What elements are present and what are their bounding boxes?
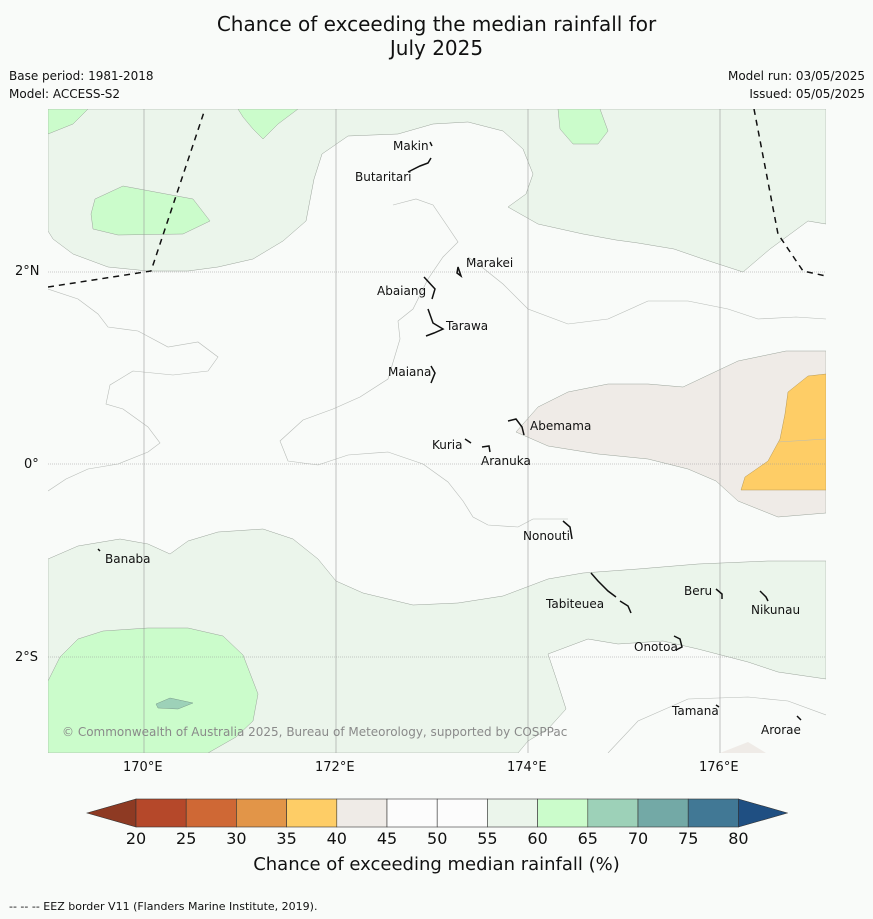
- colorbar-cell: [386, 798, 438, 828]
- base-period: Base period: 1981-2018: [9, 69, 154, 83]
- region-60-65-west: [90, 185, 211, 236]
- region-60-65-top-center: [237, 109, 299, 140]
- contour-lines: [48, 198, 826, 753]
- island-abemama: [507, 418, 525, 436]
- colorbar-cell: [487, 798, 538, 828]
- island-aranuka: [481, 445, 491, 453]
- colorbar-cell: [436, 798, 488, 828]
- colorbar-cell: [537, 798, 589, 828]
- map-panel: [48, 109, 826, 753]
- map-canvas: [48, 109, 826, 753]
- colorbar-tick-label: 50: [427, 829, 448, 848]
- colorbar-tick-label: 55: [477, 829, 498, 848]
- region-55-60-north: [48, 109, 826, 273]
- lon-label-174e: 174°E: [507, 760, 547, 775]
- island-kuria: [464, 438, 472, 444]
- colorbar-low-arrow: [86, 798, 137, 828]
- meta-right: Model run: 03/05/2025 Issued: 05/05/2025: [728, 67, 865, 103]
- island-onotoa: [673, 635, 683, 651]
- colorbar-tick-label: 65: [577, 829, 598, 848]
- island-maiana: [430, 365, 436, 384]
- islands: [97, 141, 802, 721]
- island-makin: [429, 141, 433, 147]
- place-label-makin: Makin: [393, 139, 429, 153]
- colorbar-tick-label: 25: [176, 829, 197, 848]
- title-line-2: July 2025: [389, 36, 484, 60]
- colorbar-cell: [687, 798, 739, 828]
- island-arorae: [796, 715, 802, 721]
- colorbar-cell: [135, 798, 187, 828]
- place-label-kuria: Kuria: [432, 438, 463, 452]
- place-label-butaritari: Butaritari: [355, 170, 412, 184]
- map-title: Chance of exceeding the median rainfall …: [0, 12, 873, 60]
- lat-label-0: 0°: [24, 457, 39, 472]
- lat-label-2n: 2°N: [15, 264, 40, 279]
- place-label-tamana: Tamana: [672, 704, 719, 718]
- colorbar-cell: [286, 798, 338, 828]
- eez-border: [48, 109, 826, 288]
- colorbar-tick-label: 30: [226, 829, 247, 848]
- place-label-beru: Beru: [684, 584, 713, 598]
- graticule: [48, 109, 826, 753]
- colorbar-high-arrow: [738, 798, 788, 828]
- island-tarawa: [425, 308, 445, 337]
- place-label-nikunau: Nikunau: [751, 603, 801, 617]
- region-40-45-corner: [720, 742, 766, 753]
- colorbar-cell: [336, 798, 388, 828]
- colorbar-tick-label: 45: [376, 829, 398, 848]
- island-abaiang: [423, 276, 436, 300]
- copyright-notice: © Commonwealth of Australia 2025, Bureau…: [62, 725, 568, 739]
- region-65-70: [155, 697, 194, 710]
- colorbar-tick-label: 80: [728, 829, 749, 848]
- lon-label-172e: 172°E: [315, 760, 355, 775]
- colorbar-tick-label: 70: [627, 829, 649, 848]
- place-label-abemama: Abemama: [530, 419, 592, 433]
- place-label-onotoa: Onotoa: [634, 640, 678, 654]
- place-label-maiana: Maiana: [388, 365, 432, 379]
- colorbar-cell: [637, 798, 689, 828]
- island-tabiteuea: [590, 572, 632, 614]
- island-butaritari: [407, 157, 432, 173]
- eez-footnote: -- -- -- EEZ border V11 (Flanders Marine…: [9, 900, 318, 913]
- model-run: Model run: 03/05/2025: [727, 69, 865, 83]
- place-label-abaiang: Abaiang: [377, 284, 427, 298]
- colorbar-cell: [236, 798, 287, 828]
- place-label-marakei: Marakei: [466, 256, 514, 270]
- colorbar-tick-label: 40: [326, 829, 347, 848]
- place-label-arorae: Arorae: [761, 723, 801, 737]
- model-name: Model: ACCESS-S2: [9, 87, 121, 101]
- colorbar-tick-label: 20: [125, 829, 147, 848]
- island-tamana: [715, 704, 720, 708]
- lon-label-176e: 176°E: [699, 760, 739, 775]
- place-label-aranuka: Aranuka: [481, 454, 531, 468]
- lon-label-170e: 170°E: [123, 760, 163, 775]
- island-nikunau: [759, 590, 769, 602]
- title-line-1: Chance of exceeding the median rainfall …: [216, 12, 657, 36]
- colorbar: [86, 798, 788, 828]
- region-60-65-nw: [48, 109, 89, 135]
- island-nonouti: [562, 520, 573, 540]
- lat-label-2s: 2°S: [15, 650, 39, 665]
- region-35-40: [740, 373, 826, 491]
- meta-left: Base period: 1981-2018 Model: ACCESS-S2: [9, 67, 154, 103]
- colorbar-tick-label: 35: [276, 829, 297, 848]
- island-banaba: [97, 548, 101, 552]
- region-60-65-top-right: [557, 109, 609, 145]
- colorbar-cell: [587, 798, 639, 828]
- island-beru: [715, 588, 723, 599]
- place-label-banaba: Banaba: [105, 552, 151, 566]
- colorbar-cell: [185, 798, 237, 828]
- island-marakei: [456, 266, 463, 279]
- colorbar-tick-label: 60: [527, 829, 548, 848]
- place-label-tarawa: Tarawa: [446, 319, 489, 333]
- region-60-65-southwest: [48, 627, 259, 753]
- place-label-nonouti: Nonouti: [523, 529, 570, 543]
- place-label-tabiteuea: Tabiteuea: [546, 597, 605, 611]
- colorbar-title: Chance of exceeding median rainfall (%): [253, 854, 620, 875]
- colorbar-tick-label: 75: [678, 829, 699, 848]
- issued-date: Issued: 05/05/2025: [749, 87, 865, 101]
